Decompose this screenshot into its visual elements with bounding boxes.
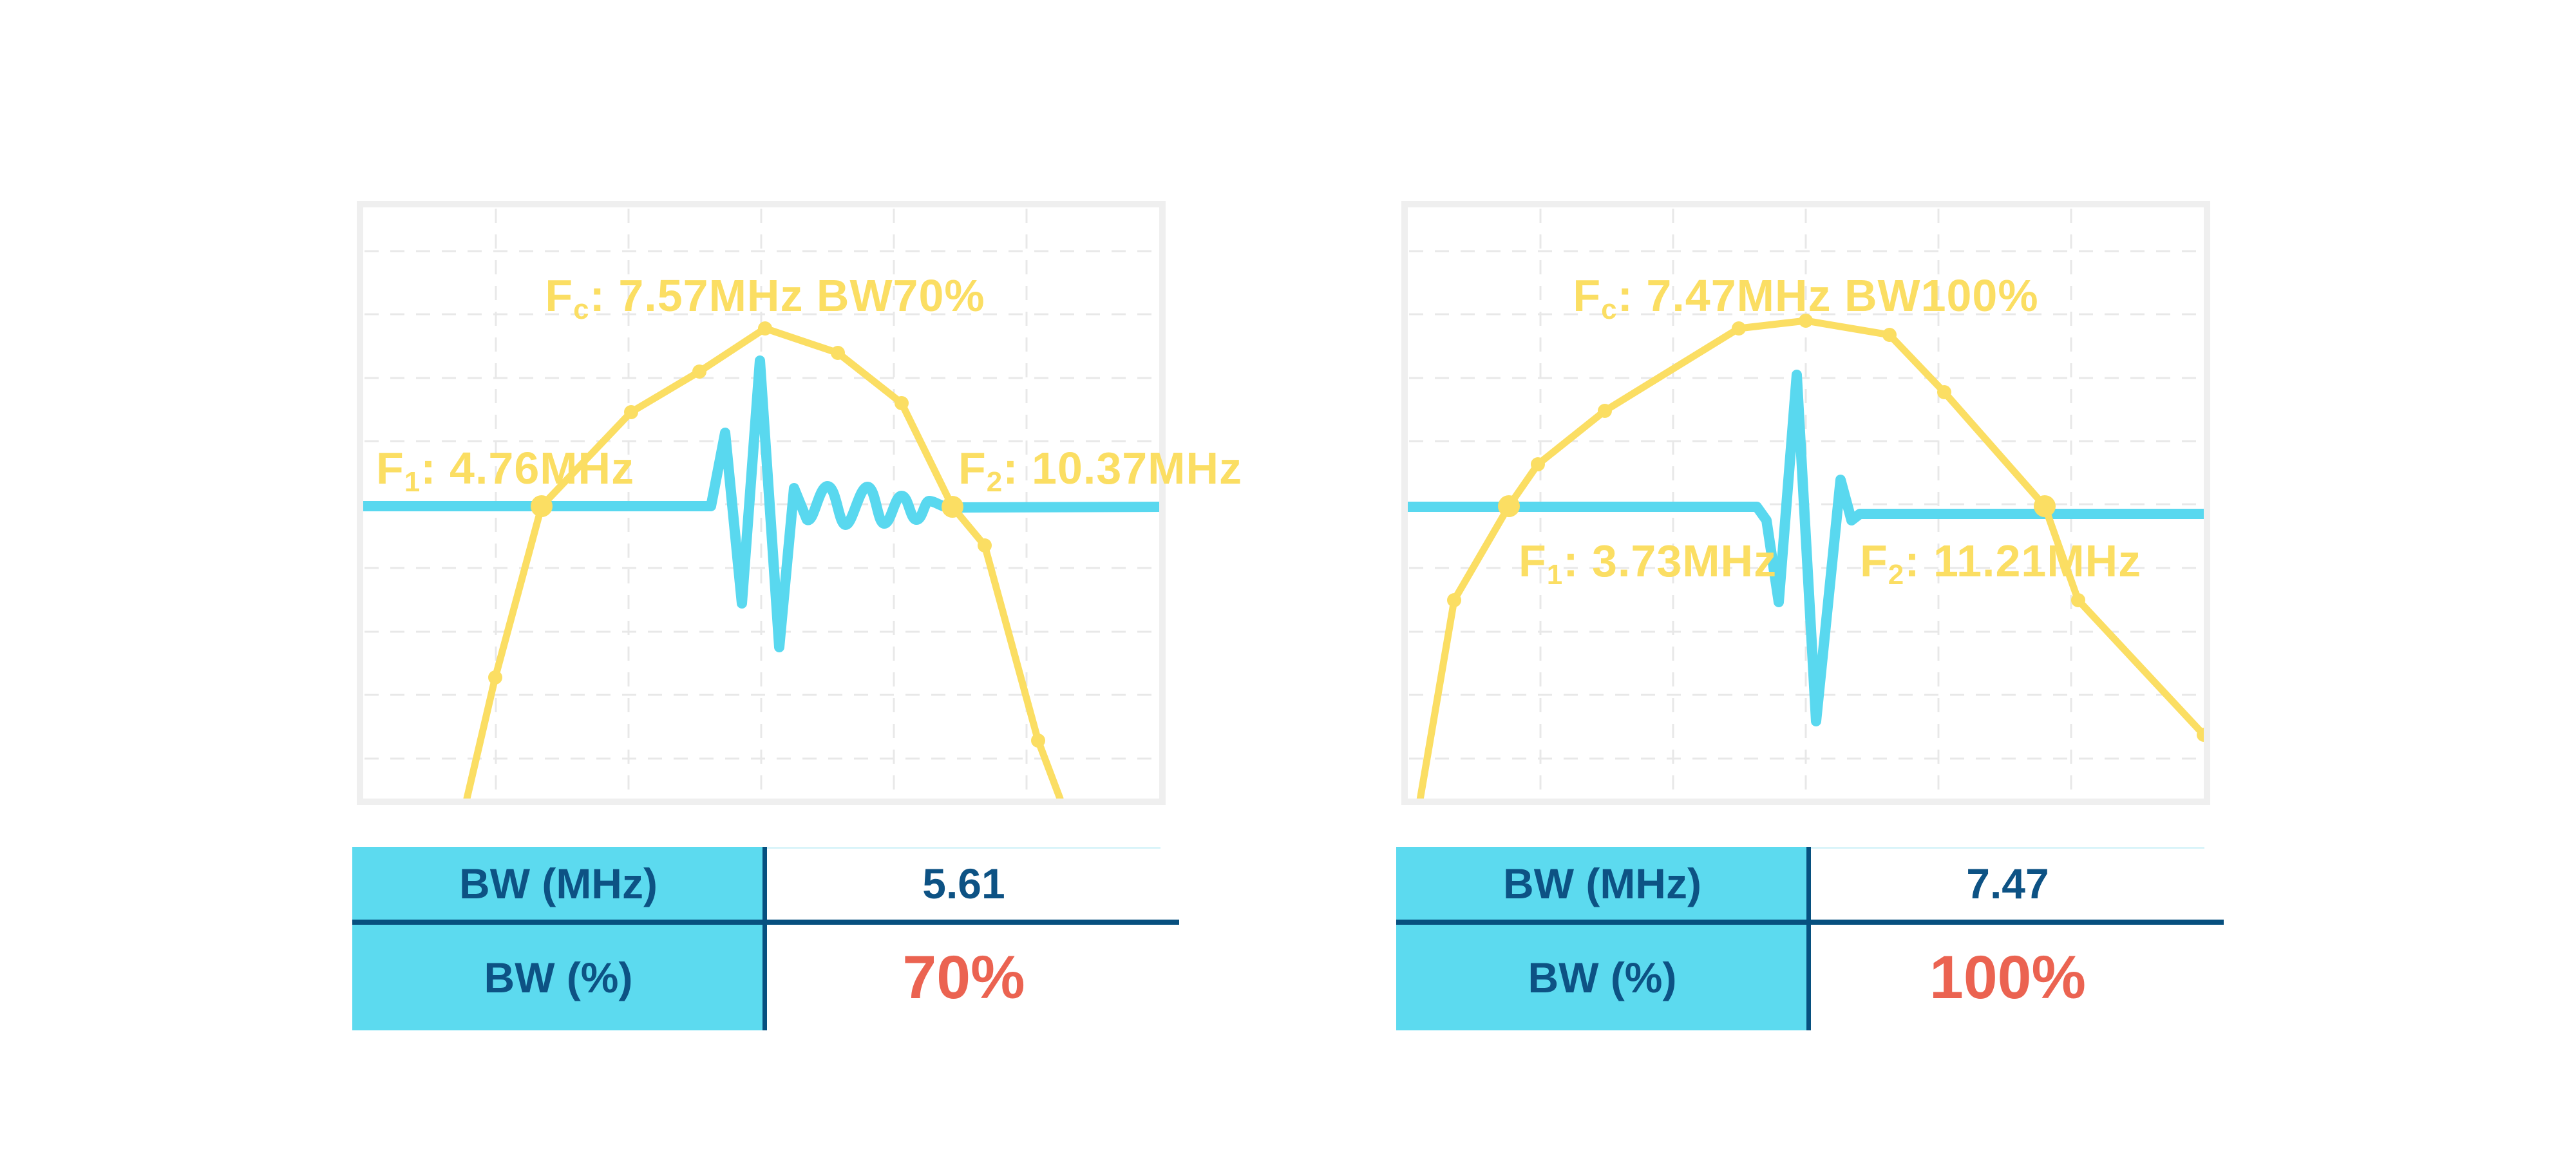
- bw-mhz-label-cell: BW (MHz): [459, 859, 658, 907]
- f1-prefix: F: [376, 443, 404, 493]
- bandwidth-table-right: BW (MHz) 7.47 BW (%) 100%: [1396, 847, 2227, 1030]
- spectrum-chart-right: [1401, 201, 2210, 805]
- f1-frequency-label: F1: 4.76MHz: [376, 443, 635, 497]
- table-top-border: [764, 847, 1160, 849]
- f1-value-text: : 4.76MHz: [421, 443, 635, 493]
- bw-mhz-value-cell: 7.47: [1966, 859, 2049, 907]
- fc-subscript: c: [1601, 294, 1618, 326]
- f1-subscript: 1: [1546, 559, 1564, 591]
- bw-percent-label-cell: BW (%): [484, 954, 633, 1001]
- fc-subscript: c: [573, 294, 590, 326]
- bw-mhz-label-cell: BW (MHz): [1503, 859, 1701, 907]
- bw-percent-value-cell: 70%: [902, 943, 1025, 1012]
- f2-prefix: F: [1860, 536, 1888, 586]
- fc-value-text: : 7.47MHz BW100%: [1617, 270, 2039, 321]
- f2-frequency-label: F2: 11.21MHz: [1860, 536, 2142, 589]
- f1-value-text: : 3.73MHz: [1563, 536, 1777, 586]
- f1-frequency-label: F1: 3.73MHz: [1519, 536, 1777, 589]
- bw-percent-value-cell: 100%: [1929, 943, 2086, 1012]
- f1-subscript: 1: [404, 466, 421, 498]
- table-row-divider: [352, 920, 1179, 925]
- f1-prefix: F: [1519, 536, 1547, 586]
- f2-value-text: : 11.21MHz: [1904, 536, 2142, 586]
- f2-subscript: 2: [1888, 559, 1905, 591]
- table-row-divider: [1396, 920, 2224, 925]
- table-header-column-background: [352, 847, 764, 1030]
- f2-prefix: F: [958, 443, 987, 493]
- fc-value-text: : 7.57MHz BW70%: [589, 270, 985, 321]
- table-header-column-background: [1396, 847, 1808, 1030]
- bw-mhz-value-cell: 5.61: [922, 859, 1005, 907]
- f2-value-text: : 10.37MHz: [1003, 443, 1243, 493]
- center-frequency-label: Fc: 7.47MHz BW100%: [1573, 270, 2039, 324]
- bandwidth-table-left: BW (MHz) 5.61 BW (%) 70%: [352, 847, 1183, 1030]
- fc-prefix: F: [545, 270, 574, 321]
- f2-subscript: 2: [986, 466, 1003, 498]
- spectrum-panel-left: Fc: 7.57MHz BW70% F1: 4.76MHz F2: 10.37M…: [357, 201, 1242, 805]
- f2-frequency-label: F2: 10.37MHz: [958, 443, 1243, 497]
- fc-prefix: F: [1573, 270, 1602, 321]
- table-column-divider: [762, 847, 767, 1030]
- bw-percent-label-cell: BW (%): [1528, 954, 1677, 1001]
- spectrum-panel-right: Fc: 7.47MHz BW100% F1: 3.73MHz F2: 11.21…: [1401, 201, 2210, 805]
- spectrum-chart-left: [357, 201, 1166, 805]
- table-column-divider: [1806, 847, 1811, 1030]
- table-top-border: [1808, 847, 2204, 849]
- center-frequency-label: Fc: 7.57MHz BW70%: [545, 270, 985, 324]
